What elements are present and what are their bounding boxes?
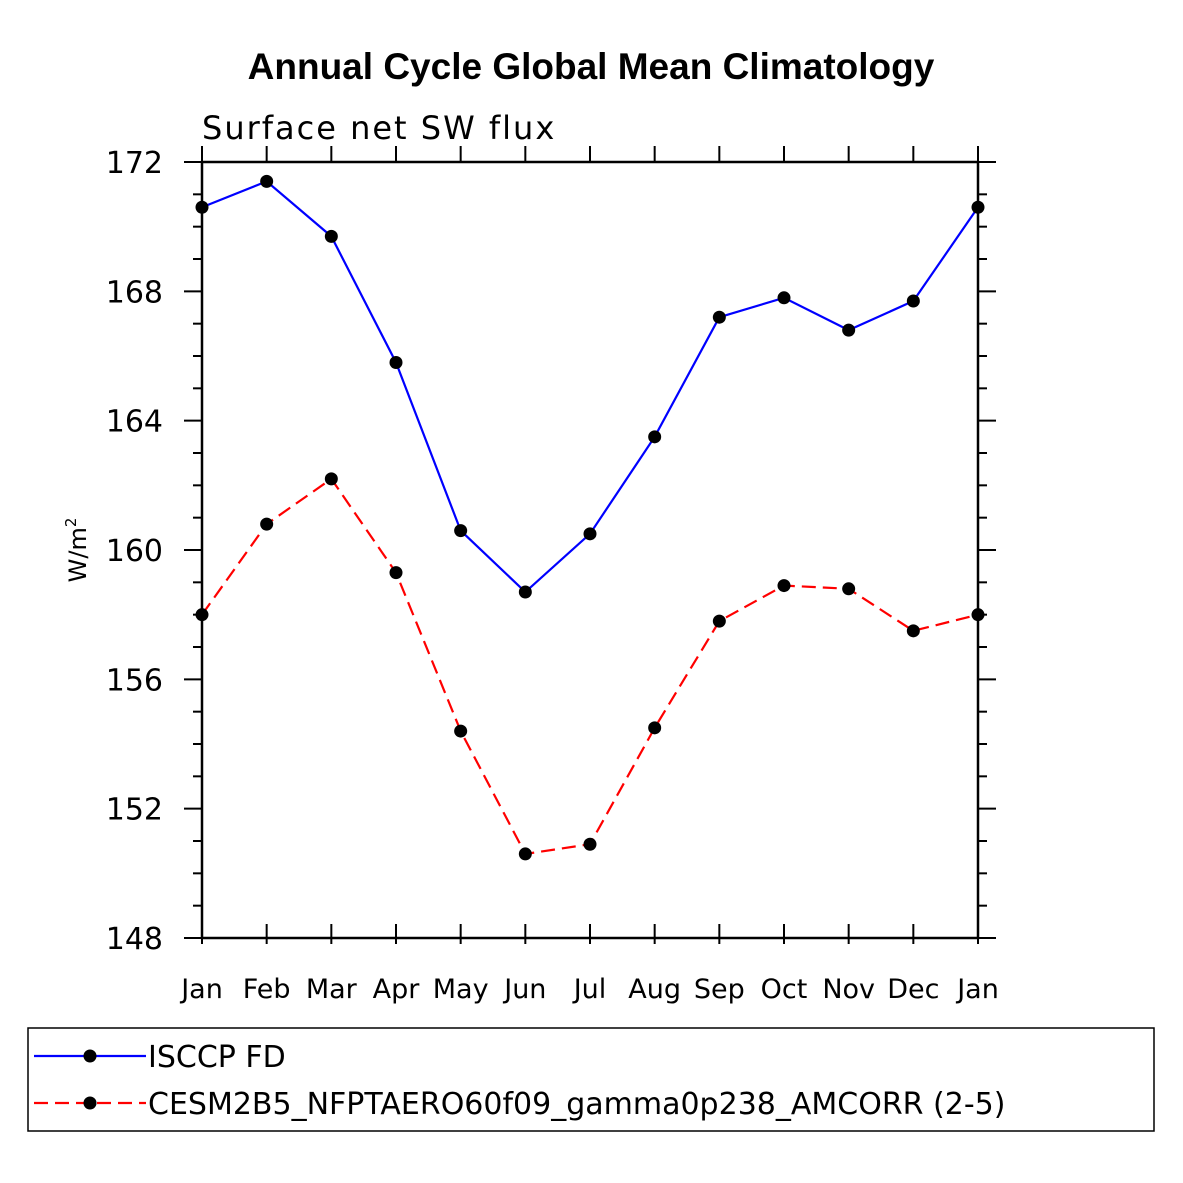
chart-subtitle: Surface net SW flux xyxy=(202,109,556,147)
data-point xyxy=(454,524,468,538)
data-point xyxy=(195,200,209,214)
x-tick-label: Feb xyxy=(243,974,291,1005)
y-axis-label-unit: W/m xyxy=(64,527,92,582)
tick-labels: Jan Feb Mar Apr May Jun Jul Aug Sep Oct Nov Dec Jan 1… xyxy=(106,146,999,1005)
legend-label: ISCCP FD xyxy=(148,1040,286,1075)
data-point xyxy=(971,608,985,622)
legend-item: ISCCP FD xyxy=(34,1040,286,1075)
plot-frame xyxy=(200,160,980,940)
y-tick-label: 168 xyxy=(106,275,163,310)
data-point xyxy=(583,837,597,851)
x-tick-label: Jan xyxy=(955,974,999,1005)
x-tick-label: Apr xyxy=(373,974,421,1005)
x-tick-label: Nov xyxy=(822,974,875,1005)
x-tick-label: May xyxy=(433,974,489,1005)
y-tick-label: 172 xyxy=(106,146,163,181)
data-point xyxy=(583,527,597,541)
series-2 xyxy=(195,472,985,861)
chart-title: Annual Cycle Global Mean Climatology xyxy=(248,46,935,87)
data-point xyxy=(906,294,920,308)
y-tick-label: 164 xyxy=(106,405,163,440)
x-tick-label: Mar xyxy=(306,974,358,1005)
data-point xyxy=(648,721,662,735)
data-point xyxy=(777,291,791,305)
x-tick-label: Jul xyxy=(572,974,607,1005)
y-tick-label: 148 xyxy=(106,922,163,957)
legend-marker xyxy=(83,1049,97,1063)
legend-label: CESM2B5_NFPTAERO60f09_gamma0p238_AMCORR … xyxy=(148,1087,1005,1122)
x-tick-label: Sep xyxy=(694,974,745,1005)
y-tick-label: 152 xyxy=(106,793,163,828)
legend-box xyxy=(27,1027,1155,1132)
legend: ISCCP FD CESM2B5_NFPTAERO60f09_gamma0p238… xyxy=(34,1040,1005,1122)
data-point xyxy=(454,724,468,738)
data-point xyxy=(971,200,985,214)
data-point xyxy=(518,847,532,861)
legend-item: CESM2B5_NFPTAERO60f09_gamma0p238_AMCORR … xyxy=(34,1087,1005,1122)
data-point xyxy=(389,355,403,369)
axis-ticks xyxy=(184,146,996,944)
x-tick-label: Aug xyxy=(628,974,681,1005)
data-point xyxy=(260,517,274,531)
data-point xyxy=(906,624,920,638)
data-point xyxy=(324,472,338,486)
data-point xyxy=(777,579,791,593)
series-layer xyxy=(195,174,985,861)
y-axis-label: W/m2 xyxy=(62,518,92,583)
data-point xyxy=(195,608,209,622)
legend-marker xyxy=(83,1096,97,1110)
x-tick-label: Jun xyxy=(502,974,546,1005)
data-point xyxy=(518,585,532,599)
data-point xyxy=(712,614,726,628)
data-point xyxy=(389,566,403,580)
data-point xyxy=(260,174,274,188)
series-1 xyxy=(195,174,985,599)
data-point xyxy=(324,229,338,243)
y-tick-label: 156 xyxy=(106,663,163,698)
y-axis-label-exponent: 2 xyxy=(62,518,80,528)
x-tick-label: Oct xyxy=(761,974,808,1005)
data-point xyxy=(842,323,856,337)
data-point xyxy=(648,430,662,444)
x-tick-label: Dec xyxy=(887,974,939,1005)
data-point xyxy=(712,310,726,324)
data-point xyxy=(842,582,856,596)
y-tick-label: 160 xyxy=(106,534,163,569)
x-tick-label: Jan xyxy=(179,974,223,1005)
